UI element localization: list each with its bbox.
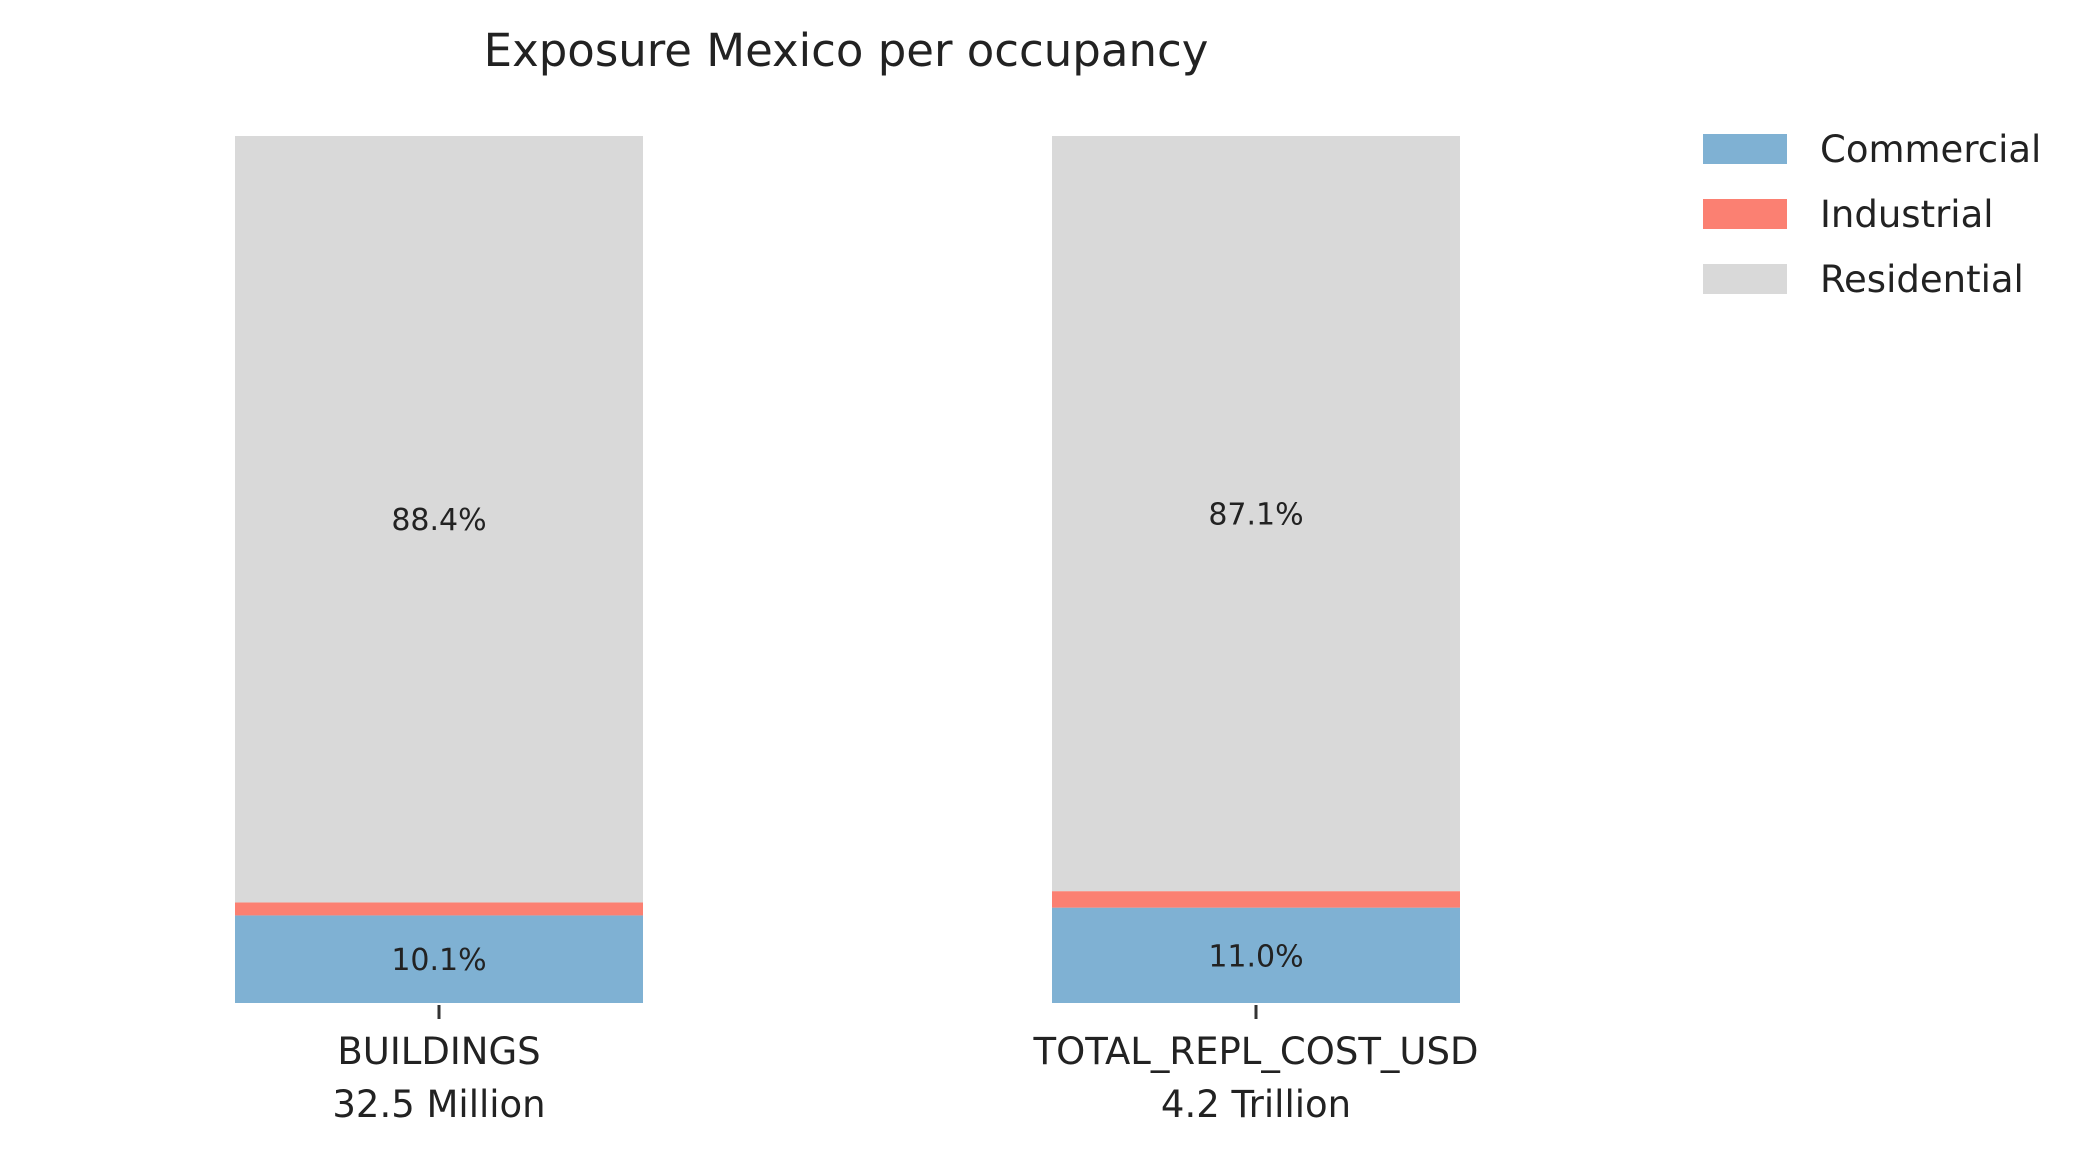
chart-title: Exposure Mexico per occupancy [484, 24, 1209, 77]
tick-total-total-repl-cost-usd: 4.2 Trillion [1161, 1083, 1351, 1126]
legend-label-commercial: Commercial [1820, 128, 2041, 171]
labels-layer: 10.1% 88.4% 11.0% 87.1% [391, 498, 1303, 979]
data-label-total-repl-cost-usd-commercial: 11.0% [1208, 939, 1303, 974]
legend-label-residential: Residential [1820, 258, 2024, 301]
bars-layer [235, 136, 1460, 1003]
legend-label-industrial: Industrial [1820, 193, 1994, 236]
x-axis: BUILDINGS 32.5 Million TOTAL_REPL_COST_USD… [332, 1005, 1479, 1126]
data-label-total-repl-cost-usd-residential: 87.1% [1208, 498, 1303, 533]
legend-swatch-commercial [1703, 134, 1787, 164]
bar-total-repl-cost-usd-residential [1052, 136, 1460, 892]
tick-total-buildings: 32.5 Million [332, 1083, 545, 1126]
legend: Commercial Industrial Residential [1703, 128, 2041, 301]
data-label-buildings-commercial: 10.1% [391, 943, 486, 978]
legend-swatch-residential [1703, 264, 1787, 294]
legend-swatch-industrial [1703, 199, 1787, 229]
bar-total-repl-cost-usd-commercial [1052, 907, 1460, 1003]
bar-buildings-residential [235, 136, 643, 903]
tick-label-total-repl-cost-usd: TOTAL_REPL_COST_USD [1033, 1030, 1479, 1073]
bar-buildings-commercial [235, 915, 643, 1003]
data-label-buildings-residential: 88.4% [391, 503, 486, 538]
bar-buildings-industrial [235, 902, 643, 916]
bar-total-repl-cost-usd-industrial [1052, 891, 1460, 908]
tick-label-buildings: BUILDINGS [337, 1030, 540, 1073]
